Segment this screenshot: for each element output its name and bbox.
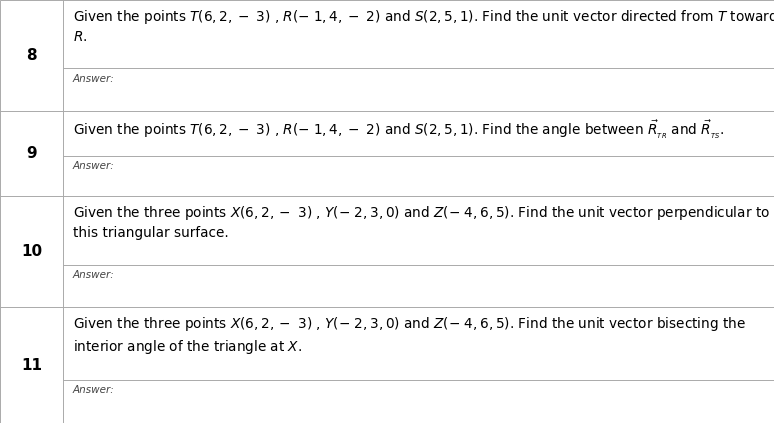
Text: Answer:: Answer: — [73, 74, 115, 84]
Text: 8: 8 — [26, 48, 37, 63]
Text: Given the points $T(6, 2, -\ 3)$ , $R(-\ 1, 4, -\ 2)$ and $S(2, 5, 1)$. Find the: Given the points $T(6, 2, -\ 3)$ , $R(-\… — [73, 118, 724, 141]
Text: 9: 9 — [26, 146, 37, 161]
Text: Given the three points $X(6, 2, -\ 3)$ , $Y(-\ 2, 3, 0)$ and $Z(-\ 4, 6, 5)$. Fi: Given the three points $X(6, 2, -\ 3)$ ,… — [73, 204, 770, 240]
Text: 11: 11 — [21, 357, 43, 373]
Text: Answer:: Answer: — [73, 270, 115, 280]
Text: 10: 10 — [21, 244, 43, 259]
Text: Answer:: Answer: — [73, 385, 115, 395]
Text: Answer:: Answer: — [73, 162, 115, 171]
Text: Given the points $T(6, 2, -\ 3)$ , $R(-\ 1, 4, -\ 2)$ and $S(2, 5, 1)$. Find the: Given the points $T(6, 2, -\ 3)$ , $R(-\… — [73, 8, 774, 44]
Text: Given the three points $X(6, 2, -\ 3)$ , $Y(-\ 2, 3, 0)$ and $Z(-\ 4, 6, 5)$. Fi: Given the three points $X(6, 2, -\ 3)$ ,… — [73, 315, 745, 356]
